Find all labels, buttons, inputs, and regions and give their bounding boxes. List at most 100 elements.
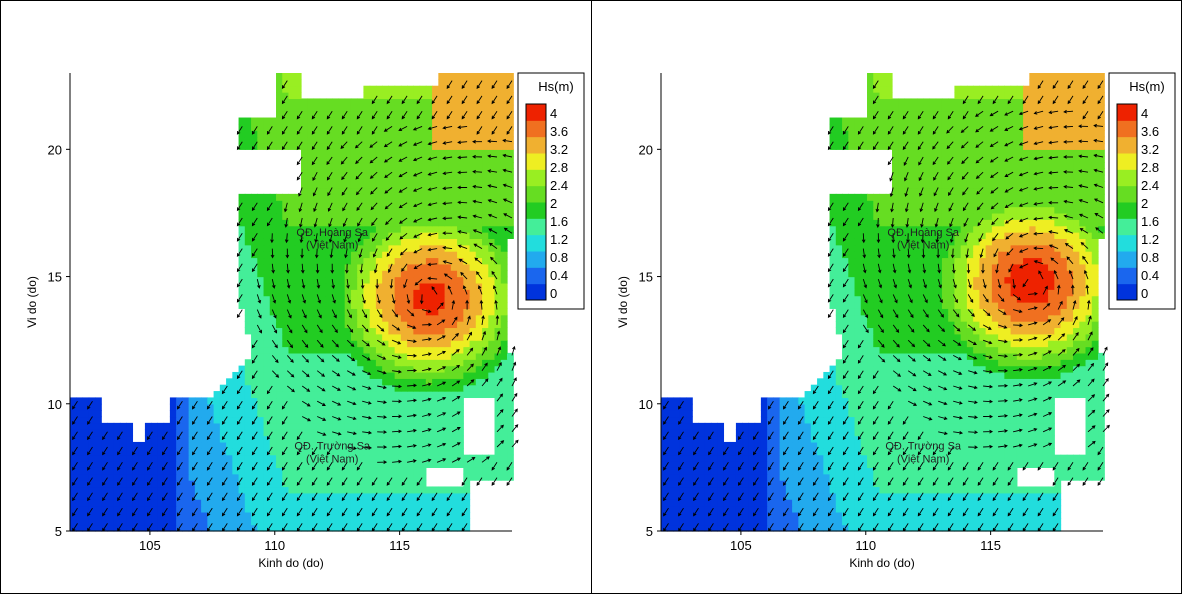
hs-cell [451, 194, 458, 201]
hs-cell [151, 448, 158, 455]
hs-cell [289, 499, 296, 506]
hs-cell [463, 194, 470, 201]
hs-cell [407, 436, 414, 443]
hs-cell [692, 474, 699, 481]
hs-cell [730, 442, 737, 449]
hs-cell [351, 118, 358, 125]
hs-cell [251, 410, 258, 417]
hs-cell [320, 257, 327, 264]
hs-cell [338, 302, 345, 309]
hs-cell [463, 200, 470, 207]
hs-cell [320, 499, 327, 506]
hs-cell [120, 499, 127, 506]
hs-cell [967, 480, 974, 487]
hs-cell [501, 143, 508, 150]
hs-cell [363, 334, 370, 341]
hs-cell [463, 162, 470, 169]
hs-cell [276, 213, 283, 220]
hs-cell [395, 111, 402, 118]
hs-cell [270, 232, 277, 239]
hs-cell [382, 334, 389, 341]
hs-cell [420, 518, 427, 525]
hs-cell [395, 264, 402, 271]
hs-cell [1004, 506, 1011, 513]
hs-cell [388, 372, 395, 379]
hs-cell [401, 461, 408, 468]
hs-cell [1029, 506, 1036, 513]
hs-cell [313, 277, 320, 284]
hs-cell [289, 105, 296, 112]
hs-cell [438, 327, 445, 334]
hs-cell [388, 149, 395, 156]
hs-cell [301, 156, 308, 163]
hs-cell [313, 391, 320, 398]
hs-cell [501, 347, 508, 354]
hs-cell [420, 436, 427, 443]
hs-cell [201, 480, 208, 487]
hs-cell [338, 168, 345, 175]
hs-cell [332, 219, 339, 226]
hs-cell [226, 436, 233, 443]
hs-cell [445, 353, 452, 360]
hs-cell [270, 347, 277, 354]
hs-cell [307, 397, 314, 404]
hs-cell [264, 315, 271, 322]
hs-cell [1092, 461, 1099, 468]
hs-cell [817, 480, 824, 487]
hs-cell [126, 499, 133, 506]
hs-cell [351, 130, 358, 137]
hs-cell [376, 410, 383, 417]
hs-cell [855, 506, 862, 513]
hs-cell [432, 417, 439, 424]
hs-cell [282, 315, 289, 322]
hs-cell [482, 289, 489, 296]
hs-cell [488, 143, 495, 150]
hs-cell [95, 518, 102, 525]
hs-cell [239, 455, 246, 462]
hs-cell [401, 353, 408, 360]
hs-cell [413, 506, 420, 513]
hs-cell [730, 493, 737, 500]
hs-cell [214, 423, 221, 430]
hs-cell [101, 423, 108, 430]
hs-cell [470, 219, 477, 226]
hs-cell [432, 175, 439, 182]
hs-cell [1023, 506, 1030, 513]
hs-cell [301, 486, 308, 493]
hs-cell [836, 486, 843, 493]
hs-cell [954, 512, 961, 519]
hs-cell [320, 143, 327, 150]
hs-cell [401, 321, 408, 328]
legend-level-label: 3.6 [550, 124, 568, 139]
hs-cell [326, 359, 333, 366]
hs-cell [301, 353, 308, 360]
hs-cell [370, 404, 377, 411]
hs-cell [730, 486, 737, 493]
hs-cell [388, 499, 395, 506]
hs-cell [370, 321, 377, 328]
hs-cell [376, 448, 383, 455]
hs-cell [170, 436, 177, 443]
hs-cell [482, 213, 489, 220]
hs-cell [892, 467, 899, 474]
hs-cell [338, 181, 345, 188]
hs-cell [232, 442, 239, 449]
hs-cell [717, 448, 724, 455]
hs-cell [95, 436, 102, 443]
hs-cell [264, 238, 271, 245]
hs-cell [495, 372, 502, 379]
hs-cell [295, 251, 302, 258]
hs-cell [126, 423, 133, 430]
hs-cell [438, 506, 445, 513]
hs-cell [501, 188, 508, 195]
hs-cell [301, 499, 308, 506]
hs-cell [786, 506, 793, 513]
hs-cell [407, 194, 414, 201]
hs-cell [1017, 486, 1024, 493]
hs-cell [438, 73, 445, 80]
hs-cell [742, 436, 749, 443]
hs-cell [761, 480, 768, 487]
hs-cell [251, 397, 258, 404]
hs-cell [282, 105, 289, 112]
hs-cell [698, 512, 705, 519]
